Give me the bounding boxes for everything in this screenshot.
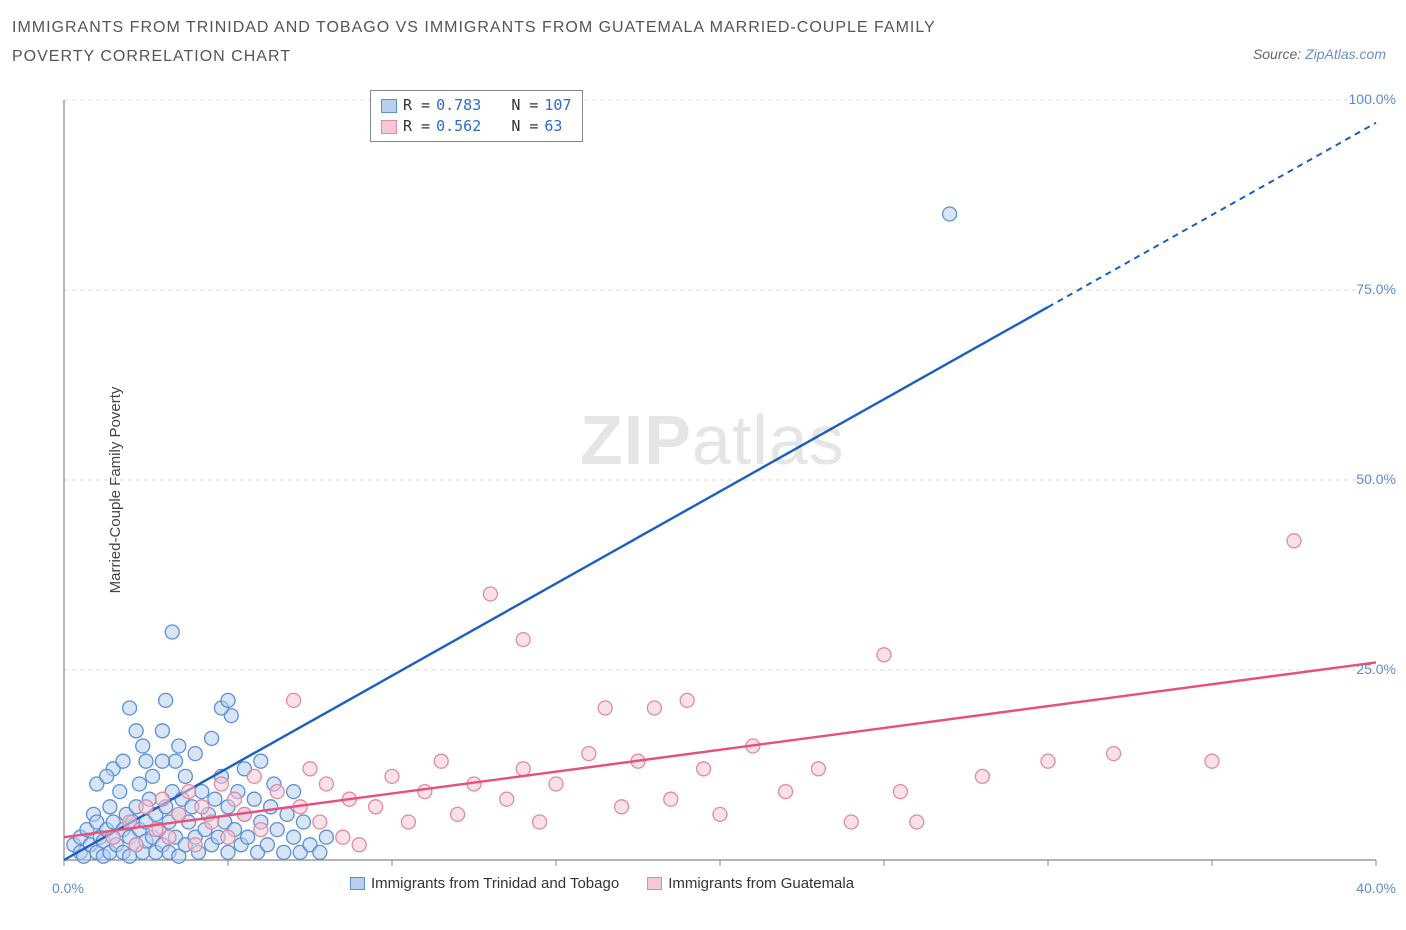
legend-stats-row: R = 0.783 N = 107 <box>381 95 572 116</box>
legend-R-value: 0.562 <box>436 116 481 137</box>
legend-stats-box: R = 0.783 N = 107 R = 0.562 N = 63 <box>370 90 583 142</box>
source-label: Source: <box>1253 46 1305 62</box>
chart-title: IMMIGRANTS FROM TRINIDAD AND TOBAGO VS I… <box>12 14 1012 72</box>
legend-stats-row: R = 0.562 N = 63 <box>381 116 572 137</box>
legend-swatch-trinidad <box>381 99 397 113</box>
legend-R-value: 0.783 <box>436 95 481 116</box>
legend-R-label: R = <box>403 116 430 137</box>
legend-item-guatemala: Immigrants from Guatemala <box>647 875 854 892</box>
legend-N-value: 107 <box>544 95 571 116</box>
legend-R-label: R = <box>403 95 430 116</box>
legend-swatch-guatemala <box>381 120 397 134</box>
y-tick-label: 75.0% <box>1356 281 1396 297</box>
legend-swatch-guatemala <box>647 877 662 890</box>
legend-item-trinidad: Immigrants from Trinidad and Tobago <box>350 875 619 892</box>
x-tick-label-max: 40.0% <box>1356 880 1396 896</box>
y-tick-label: 100.0% <box>1349 91 1396 107</box>
y-tick-label: 25.0% <box>1356 661 1396 677</box>
legend-N-value: 63 <box>544 116 562 137</box>
x-tick-label-min: 0.0% <box>52 880 84 896</box>
legend-series: Immigrants from Trinidad and Tobago Immi… <box>350 875 854 892</box>
y-tick-label: 50.0% <box>1356 471 1396 487</box>
legend-swatch-trinidad <box>350 877 365 890</box>
legend-label: Immigrants from Trinidad and Tobago <box>371 875 619 892</box>
legend-N-label: N = <box>511 116 538 137</box>
legend-label: Immigrants from Guatemala <box>668 875 854 892</box>
legend-N-label: N = <box>511 95 538 116</box>
source-name: ZipAtlas.com <box>1305 46 1386 62</box>
scatter-plot-svg <box>50 90 1390 890</box>
chart-area: Married-Couple Family Poverty ZIPatlas R… <box>50 90 1390 890</box>
source-credit: Source: ZipAtlas.com <box>1253 46 1386 62</box>
